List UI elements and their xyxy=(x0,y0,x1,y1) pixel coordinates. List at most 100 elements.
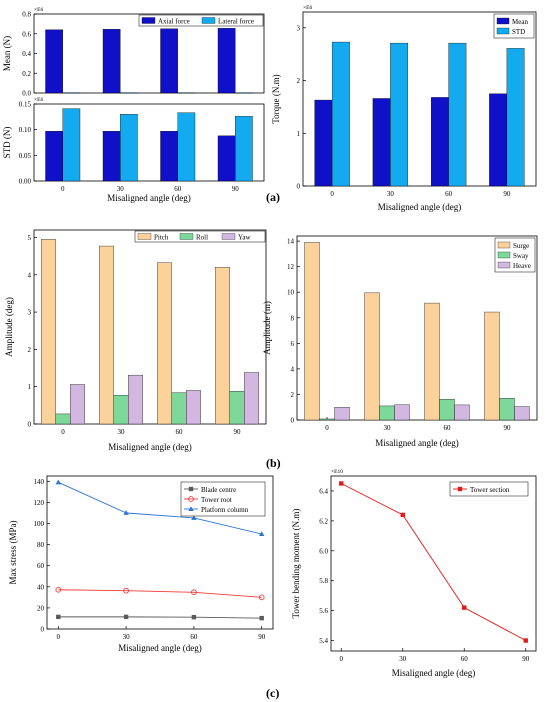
plot-frame xyxy=(46,475,274,630)
y-tick-label: 0.0 xyxy=(22,90,31,98)
chart-b1: 0 1 2 3 4 5 Amplitude (deg) Misaligned angle (d… xyxy=(4,229,267,452)
y-tick-label: 0.8 xyxy=(22,11,31,19)
panel-label-b: (b) xyxy=(266,456,281,470)
x-tick-label: 0 xyxy=(340,655,344,663)
x-tick-label: 90 xyxy=(522,655,530,663)
legend: Pitch Roll Yaw xyxy=(134,230,266,243)
data-point xyxy=(188,486,194,492)
x-axis-label: Misaligned angle (deg) xyxy=(375,438,458,448)
legend-label: Tower root xyxy=(201,496,232,504)
y-tick-label: 100 xyxy=(34,520,45,528)
bar xyxy=(120,114,138,182)
bar xyxy=(484,311,500,421)
y-axis-label: STD (N) xyxy=(2,127,12,159)
y-tick-label: 10 xyxy=(287,289,295,297)
bar xyxy=(439,398,455,421)
legend-swatch xyxy=(201,17,216,24)
legend: Axial force Lateral force xyxy=(138,14,264,27)
legend-label: Sway xyxy=(513,252,529,260)
y-tick-label: 5.4 xyxy=(319,637,328,645)
legend-label: Heave xyxy=(513,262,531,270)
x-axis-label: Misaligned angle (deg) xyxy=(392,668,475,678)
data-point xyxy=(188,506,194,511)
chart-a3: 0 1 2 3 Torque (N.m) ×E6 Misaligned angle (deg… xyxy=(271,5,537,212)
y-tick-label: 0.2 xyxy=(22,70,31,78)
data-point xyxy=(123,614,129,620)
y-tick-label: 3 xyxy=(28,309,32,317)
bar xyxy=(217,28,236,94)
data-point xyxy=(258,594,265,601)
bar xyxy=(319,418,335,421)
y-tick-label: 4 xyxy=(291,365,295,373)
legend-label: Axial force xyxy=(158,18,190,26)
y-tick-label: 6.2 xyxy=(319,517,328,525)
y-axis-label: Torque (N.m) xyxy=(271,74,281,123)
scale-label: ×E10 xyxy=(331,469,343,475)
plot-frame xyxy=(33,229,267,425)
legend-label: Blade centre xyxy=(201,486,236,494)
bar xyxy=(424,302,440,421)
x-tick-label: 30 xyxy=(387,190,395,198)
legend-swatch xyxy=(221,233,236,240)
scale-label: ×E6 xyxy=(34,97,43,103)
data-point xyxy=(56,614,61,620)
x-tick-label: 0 xyxy=(57,633,61,641)
chart-a1: 0.0 0.2 0.4 0.6 0.8 Mean (N) ×E6 Axial force Lat… xyxy=(2,7,265,98)
x-tick-label: 30 xyxy=(384,424,392,432)
plot-frame xyxy=(302,11,537,187)
y-tick-label: 0.15 xyxy=(19,101,32,109)
x-tick-label: 30 xyxy=(123,633,131,641)
bar xyxy=(177,92,196,94)
legend-swatch xyxy=(137,233,152,240)
legend-label: Mean xyxy=(512,18,528,26)
bar xyxy=(55,413,71,425)
legend-swatch xyxy=(497,261,511,269)
legend-label: STD xyxy=(512,28,525,36)
y-tick-label: 120 xyxy=(34,499,45,507)
legend: Tower section xyxy=(449,481,529,497)
y-tick-label: 4 xyxy=(28,271,32,279)
bar xyxy=(448,42,467,187)
bar xyxy=(70,384,85,425)
bar xyxy=(186,390,201,425)
data-point xyxy=(259,531,265,537)
y-tick-label: 2 xyxy=(297,77,301,85)
bar xyxy=(390,42,409,187)
bar xyxy=(171,392,187,425)
y-tick-label: 6 xyxy=(291,340,295,348)
x-tick-label: 90 xyxy=(258,633,266,641)
x-tick-label: 0 xyxy=(61,428,65,436)
data-point xyxy=(191,589,197,596)
bar xyxy=(99,245,114,425)
bar xyxy=(499,398,515,421)
x-tick-label: 0 xyxy=(330,190,334,198)
y-tick-label: 1 xyxy=(28,383,32,391)
bar xyxy=(177,112,196,182)
y-tick-label: 5.6 xyxy=(319,607,328,615)
bar xyxy=(430,97,449,187)
legend-box xyxy=(138,14,264,27)
data-point xyxy=(55,586,62,593)
y-axis-label: Mean (N) xyxy=(2,36,12,71)
bar xyxy=(514,406,530,421)
legend-label: Yaw xyxy=(238,234,251,242)
bar xyxy=(235,116,253,182)
x-tick-label: 90 xyxy=(503,190,511,198)
bar xyxy=(41,239,56,425)
legend-label: Pitch xyxy=(154,234,169,242)
bar xyxy=(334,407,350,421)
y-tick-label: 3 xyxy=(297,24,301,32)
data-point xyxy=(188,496,194,502)
legend-swatch xyxy=(496,27,510,35)
y-tick-label: 5 xyxy=(28,234,32,242)
legend-label: Surge xyxy=(513,242,529,250)
legend: Surge Sway Heave xyxy=(494,237,536,273)
x-axis-label: Misaligned angle (deg) xyxy=(108,442,191,452)
data-point xyxy=(339,481,344,486)
legend-swatch xyxy=(496,17,510,25)
data-point xyxy=(457,486,463,492)
legend-label: Roll xyxy=(196,234,208,242)
y-tick-label: 6.4 xyxy=(319,487,328,495)
data-point xyxy=(400,512,405,518)
bar xyxy=(215,267,230,425)
